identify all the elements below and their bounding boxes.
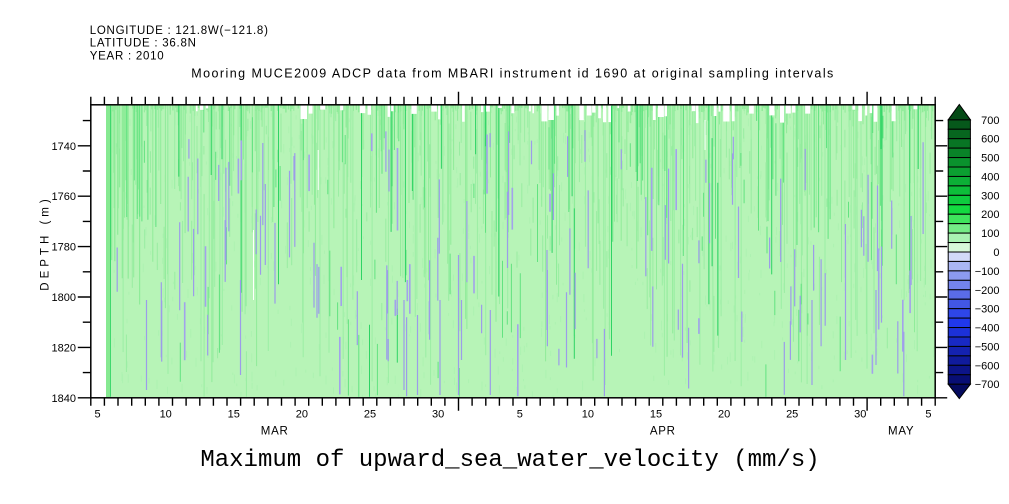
svg-text:1820: 1820 [52,342,76,354]
svg-text:25: 25 [786,408,798,420]
svg-text:1800: 1800 [52,292,76,304]
svg-text:20: 20 [296,408,308,420]
svg-text:DEPTH (m): DEPTH (m) [40,195,52,290]
svg-text:10: 10 [582,408,594,420]
svg-text:−100: −100 [975,266,1000,278]
svg-text:30: 30 [432,408,444,420]
svg-text:400: 400 [981,172,999,184]
svg-text:5: 5 [925,408,931,420]
svg-text:30: 30 [854,408,866,420]
svg-text:−600: −600 [975,360,1000,372]
svg-text:5: 5 [517,408,523,420]
svg-text:200: 200 [981,209,999,221]
svg-text:−300: −300 [975,304,1000,316]
svg-text:1760: 1760 [52,191,76,203]
svg-text:600: 600 [981,134,999,146]
svg-text:YEAR : 2010: YEAR : 2010 [90,50,165,62]
svg-text:5: 5 [95,408,101,420]
svg-text:1780: 1780 [52,242,76,254]
svg-text:−500: −500 [975,341,1000,353]
svg-text:−400: −400 [975,323,1000,335]
svg-text:20: 20 [718,408,730,420]
svg-text:300: 300 [981,190,999,202]
svg-text:700: 700 [981,115,999,127]
svg-text:100: 100 [981,228,999,240]
svg-text:APR: APR [650,426,676,438]
svg-text:Maximum of upward_sea_water_ve: Maximum of upward_sea_water_velocity (mm… [200,447,819,474]
svg-text:LATITUDE : 36.8N: LATITUDE : 36.8N [90,38,197,50]
svg-text:10: 10 [160,408,172,420]
svg-text:−200: −200 [975,285,1000,297]
svg-text:25: 25 [364,408,376,420]
svg-text:500: 500 [981,153,999,165]
svg-text:15: 15 [650,408,662,420]
svg-text:Mooring MUCE2009 ADCP data fro: Mooring MUCE2009 ADCP data from MBARI in… [191,67,835,81]
svg-text:1740: 1740 [52,141,76,153]
svg-text:MAY: MAY [888,426,914,438]
svg-text:MAR: MAR [261,426,289,438]
svg-text:1840: 1840 [52,393,76,405]
svg-text:LONGITUDE : 121.8W(−121.8): LONGITUDE : 121.8W(−121.8) [90,25,269,37]
svg-text:−700: −700 [975,379,1000,391]
svg-text:15: 15 [228,408,240,420]
svg-text:0: 0 [993,247,999,259]
